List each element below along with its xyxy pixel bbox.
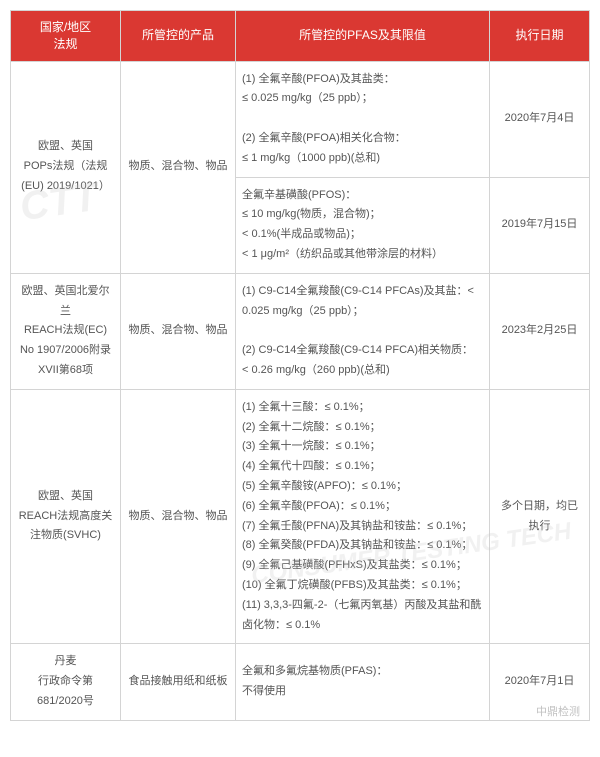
header-limits: 所管控的PFAS及其限值 bbox=[236, 11, 490, 62]
cell-product: 物质、混合物、物品 bbox=[121, 61, 236, 273]
cell-region: 欧盟、英国POPs法规（法规(EU) 2019/1021） bbox=[11, 61, 121, 273]
regulation-table: 国家/地区法规 所管控的产品 所管控的PFAS及其限值 执行日期 欧盟、英国PO… bbox=[10, 10, 590, 721]
cell-date: 多个日期，均已执行 bbox=[490, 389, 590, 644]
footer-attribution: 中鼎检测 bbox=[536, 703, 580, 719]
cell-limits: (1) C9-C14全氟羧酸(C9-C14 PFCAs)及其盐：< 0.025 … bbox=[236, 273, 490, 389]
cell-date: 2023年2月25日 bbox=[490, 273, 590, 389]
cell-product: 物质、混合物、物品 bbox=[121, 273, 236, 389]
header-product: 所管控的产品 bbox=[121, 11, 236, 62]
cell-product: 物质、混合物、物品 bbox=[121, 389, 236, 644]
cell-product: 食品接触用纸和纸板 bbox=[121, 644, 236, 720]
cell-date: 2020年7月4日 bbox=[490, 61, 590, 177]
table-row: 欧盟、英国POPs法规（法规(EU) 2019/1021） 物质、混合物、物品 … bbox=[11, 61, 590, 177]
cell-limits: (1) 全氟辛酸(PFOA)及其盐类：≤ 0.025 mg/kg（25 ppb）… bbox=[236, 61, 490, 177]
cell-region: 丹麦行政命令第681/2020号 bbox=[11, 644, 121, 720]
table-header-row: 国家/地区法规 所管控的产品 所管控的PFAS及其限值 执行日期 bbox=[11, 11, 590, 62]
table-row: 丹麦行政命令第681/2020号 食品接触用纸和纸板 全氟和多氟烷基物质(PFA… bbox=[11, 644, 590, 720]
cell-region: 欧盟、英国北爱尔兰REACH法规(EC) No 1907/2006附录XVII第… bbox=[11, 273, 121, 389]
table-row: 欧盟、英国北爱尔兰REACH法规(EC) No 1907/2006附录XVII第… bbox=[11, 273, 590, 389]
cell-limits: (1) 全氟十三酸：≤ 0.1%；(2) 全氟十二烷酸：≤ 0.1%；(3) 全… bbox=[236, 389, 490, 644]
header-date: 执行日期 bbox=[490, 11, 590, 62]
header-region: 国家/地区法规 bbox=[11, 11, 121, 62]
cell-region: 欧盟、英国REACH法规高度关注物质(SVHC) bbox=[11, 389, 121, 644]
cell-date: 2019年7月15日 bbox=[490, 177, 590, 273]
cell-limits: 全氟和多氟烷基物质(PFAS)：不得使用 bbox=[236, 644, 490, 720]
table-row: 欧盟、英国REACH法规高度关注物质(SVHC) 物质、混合物、物品 (1) 全… bbox=[11, 389, 590, 644]
cell-limits: 全氟辛基磺酸(PFOS)：≤ 10 mg/kg(物质，混合物)；< 0.1%(半… bbox=[236, 177, 490, 273]
